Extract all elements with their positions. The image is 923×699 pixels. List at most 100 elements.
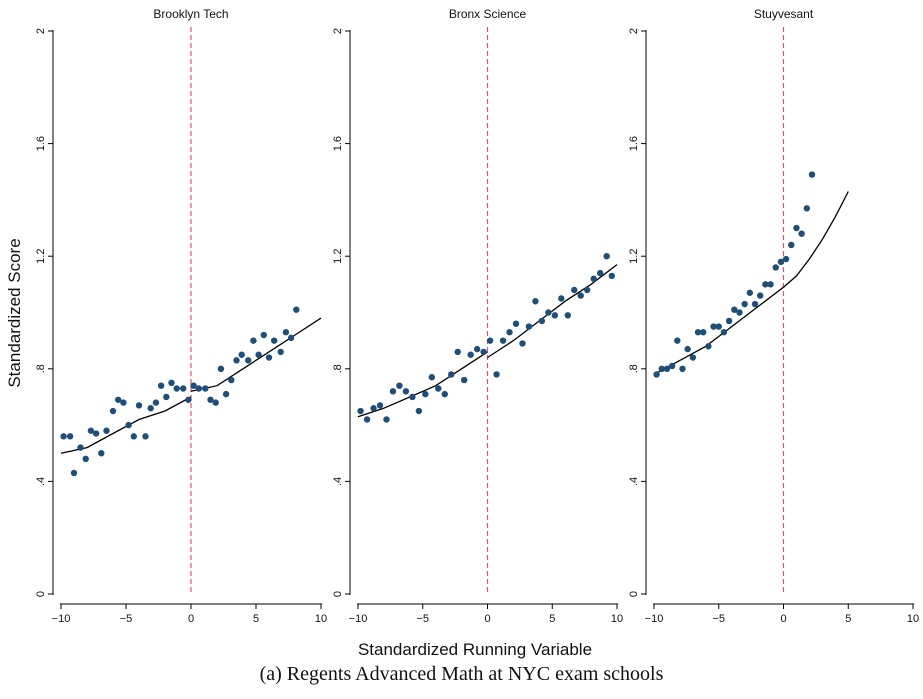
panel-stuyvesant: Stuyvesant 0 .4 .8 1.2 1.6 2 −10 −5 0 5 10 — [628, 7, 919, 625]
data-point — [746, 289, 754, 296]
data-point — [736, 309, 743, 316]
data-point — [157, 382, 165, 389]
x-tick-label: 0 — [188, 613, 194, 625]
data-point — [532, 298, 539, 305]
y-tick-label: .4 — [35, 477, 47, 486]
data-point — [228, 376, 235, 384]
x-tick-label: 10 — [611, 613, 623, 625]
data-point — [173, 385, 180, 392]
data-point — [389, 388, 397, 395]
x-tick-label: 10 — [315, 613, 327, 625]
y-axis-label: Standardized Score — [5, 238, 24, 387]
data-point — [282, 329, 290, 336]
data-point — [564, 312, 571, 319]
data-point — [60, 433, 67, 440]
data-point — [584, 286, 591, 294]
data-point — [788, 241, 795, 249]
x-tick-label: 5 — [253, 613, 259, 625]
x-tick-label: −10 — [349, 613, 368, 625]
x-tick-label: 5 — [845, 613, 851, 625]
data-point — [163, 393, 170, 401]
y-tick-label: 2 — [332, 28, 344, 34]
data-point — [152, 399, 160, 406]
data-point — [82, 455, 89, 463]
data-point — [460, 376, 468, 384]
x-axis-label: Standardized Running Variable — [358, 640, 592, 659]
data-point — [180, 385, 187, 392]
data-point — [130, 433, 137, 440]
data-point — [77, 444, 84, 451]
x-tick-label: 5 — [549, 613, 555, 625]
data-point — [363, 416, 371, 423]
y-tick-label: 1.2 — [332, 249, 344, 264]
panel-title-bronx-science: Bronx Science — [449, 7, 527, 21]
y-tick-label: .4 — [628, 477, 640, 486]
data-point — [679, 365, 686, 372]
y-tick-label: 1.6 — [628, 136, 640, 151]
data-point — [245, 357, 252, 364]
data-point — [415, 407, 423, 415]
data-point — [689, 354, 697, 361]
data-point — [402, 388, 410, 395]
data-point — [168, 379, 175, 387]
data-point — [467, 351, 474, 358]
data-point — [115, 396, 122, 403]
data-point — [590, 275, 597, 282]
data-point — [653, 371, 660, 378]
data-point — [125, 421, 132, 429]
y-tick-label: .4 — [332, 477, 344, 486]
data-point — [383, 416, 390, 423]
data-point — [265, 354, 273, 361]
y-tick-label: 1.6 — [332, 136, 344, 151]
fit-line-left — [653, 286, 784, 375]
data-point — [222, 390, 230, 398]
data-point — [409, 393, 416, 401]
data-point — [808, 171, 816, 178]
data-point — [558, 295, 565, 302]
data-point — [287, 334, 295, 342]
x-tick-label: 0 — [780, 613, 786, 625]
panel-title-stuyvesant: Stuyvesant — [754, 7, 814, 21]
data-point — [663, 365, 671, 372]
data-point — [370, 405, 377, 412]
data-point — [782, 255, 790, 263]
data-point — [741, 300, 748, 308]
data-point — [486, 337, 494, 344]
data-point — [357, 407, 364, 415]
data-point — [499, 337, 507, 344]
panel-bronx-science: Bronx Science 0 .4 .8 1.2 1.6 2 −10 −5 0 5 10 — [332, 7, 623, 625]
figure-caption: (a) Regents Advanced Math at NYC exam sc… — [259, 663, 664, 685]
y-tick-label: 1.2 — [35, 249, 47, 264]
data-point — [396, 382, 403, 389]
data-point — [217, 365, 225, 372]
data-point — [777, 258, 785, 266]
y-tick-label: 0 — [35, 591, 47, 597]
data-point — [551, 312, 559, 319]
data-point — [185, 396, 192, 403]
data-point — [596, 269, 604, 277]
data-point — [577, 292, 584, 299]
data-point — [448, 371, 455, 378]
data-point — [725, 317, 733, 325]
data-point — [190, 382, 197, 389]
data-point — [525, 323, 533, 330]
data-point — [147, 405, 154, 412]
y-tick-label: .8 — [35, 364, 47, 373]
data-point — [473, 345, 481, 353]
y-tick-label: 2 — [35, 28, 47, 34]
data-point — [506, 329, 513, 336]
data-point — [493, 371, 500, 378]
data-point — [233, 357, 240, 364]
data-point — [250, 337, 257, 344]
data-point — [798, 230, 805, 237]
data-point — [538, 317, 546, 325]
x-tick-label: −5 — [712, 613, 725, 625]
y-tick-label: .8 — [628, 364, 640, 373]
data-point — [751, 300, 759, 308]
data-point — [793, 224, 800, 232]
data-point — [135, 402, 143, 409]
data-point — [603, 253, 610, 260]
data-point — [694, 329, 702, 336]
data-point — [803, 205, 811, 212]
data-point — [756, 292, 764, 299]
